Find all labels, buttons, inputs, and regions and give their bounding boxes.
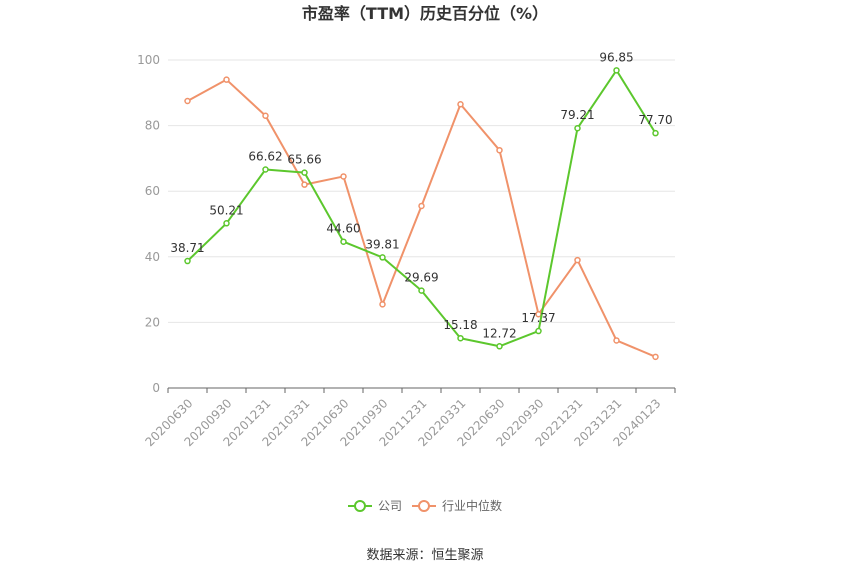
legend: 公司 行业中位数 (348, 498, 502, 513)
data-label: 44.60 (326, 222, 360, 236)
data-point (496, 343, 503, 350)
data-point (340, 173, 347, 180)
data-label: 12.72 (482, 326, 516, 340)
data-label: 50.21 (209, 203, 243, 217)
data-point (652, 129, 659, 137)
y-tick-label-0: 0 (152, 381, 160, 395)
legend-item-company[interactable]: 公司 (348, 499, 402, 513)
grid (168, 59, 675, 323)
data-point (223, 76, 230, 83)
chart-title: 市盈率（TTM）历史百分位（%） (302, 4, 548, 23)
y-tick-label-100: 100 (137, 53, 160, 67)
legend-label-industry-median: 行业中位数 (442, 498, 502, 513)
legend-marker-company (354, 500, 366, 512)
series (184, 67, 659, 361)
data-point (652, 353, 659, 361)
data-label: 17.37 (521, 311, 555, 325)
y-tick-label-40: 40 (145, 250, 160, 264)
data-point (379, 301, 386, 308)
data-point (418, 287, 425, 294)
legend-marker-industry-median (418, 500, 430, 512)
data-point (457, 101, 464, 108)
data-point (340, 238, 347, 245)
data-label: 96.85 (599, 50, 633, 64)
data-label: 38.71 (170, 241, 204, 255)
data-point (379, 254, 386, 261)
data-point (418, 202, 425, 210)
legend-item-industry-median[interactable]: 行业中位数 (412, 498, 502, 513)
data-label: 66.62 (248, 149, 282, 163)
y-tick-label-60: 60 (145, 184, 160, 198)
data-point (535, 327, 542, 335)
series-industry-median (184, 76, 659, 361)
series-company (184, 67, 659, 350)
data-point (262, 166, 269, 173)
data-point (301, 181, 308, 188)
data-label: 79.21 (560, 108, 594, 122)
data-label: 39.81 (365, 237, 399, 251)
data-point (184, 97, 191, 105)
data-point (613, 67, 620, 74)
data-point (301, 169, 308, 176)
data-label: 77.70 (638, 113, 672, 127)
y-tick-label-20: 20 (145, 315, 160, 329)
data-point (574, 256, 581, 264)
data-point (496, 146, 503, 154)
legend-label-company: 公司 (378, 499, 402, 513)
data-label: 29.69 (404, 271, 438, 285)
data-point (262, 112, 269, 120)
data-labels: 38.71 50.21 66.62 65.66 44.60 39.81 29.69 15.18… (170, 50, 672, 340)
data-point (574, 124, 581, 132)
data-point (613, 337, 620, 344)
data-point (223, 220, 230, 227)
data-point (457, 334, 464, 342)
data-source: 数据来源：恒生聚源 (366, 548, 483, 563)
data-point (184, 257, 191, 265)
data-label: 65.66 (287, 153, 321, 167)
data-label: 15.18 (443, 318, 477, 332)
y-tick-label-80: 80 (145, 119, 160, 133)
